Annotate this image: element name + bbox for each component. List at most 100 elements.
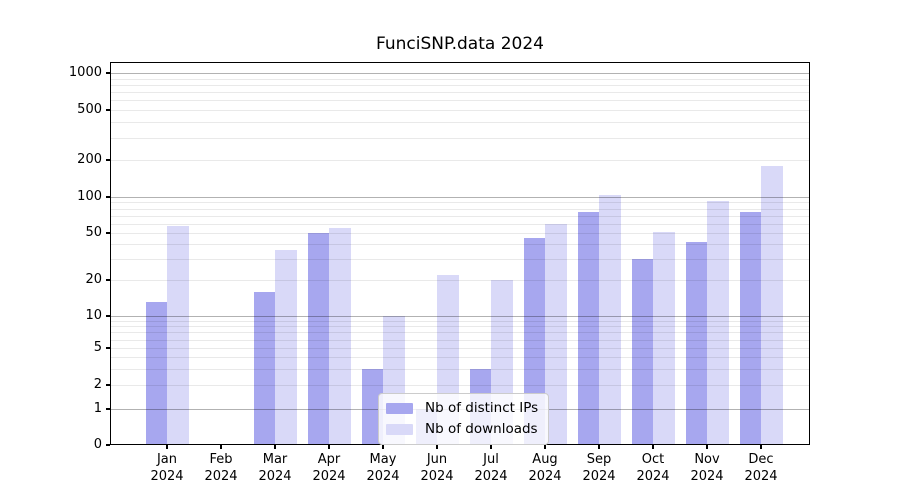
- bar-downloads-sep: [599, 194, 621, 445]
- x-axis-tick: [652, 445, 654, 449]
- y-tick-label: 1: [93, 401, 102, 416]
- bar-ips-dec: [739, 211, 761, 445]
- x-tick-label: Apr 2024: [301, 452, 357, 485]
- y-axis-tick: [105, 384, 110, 386]
- x-tick-label-year: 2024: [420, 468, 454, 484]
- y-tick-label: 1000: [68, 65, 102, 80]
- bar-ips-sep: [577, 211, 599, 445]
- x-tick-label-year: 2024: [366, 468, 400, 484]
- bar-ips-nov: [685, 241, 707, 445]
- gridline-minor: [110, 385, 810, 386]
- plot-area: [110, 62, 810, 445]
- x-axis-tick: [598, 445, 600, 449]
- gridline-minor: [110, 339, 810, 341]
- x-tick-label-month: Jul: [483, 452, 499, 467]
- gridline-minor: [110, 122, 810, 124]
- gridline-minor: [110, 100, 810, 102]
- x-tick-label: Feb 2024: [193, 452, 249, 485]
- legend-label-downloads: Nb of downloads: [425, 421, 538, 437]
- x-tick-label-year: 2024: [258, 468, 292, 484]
- x-tick-label-month: Jun: [426, 452, 448, 467]
- y-tick-label: 100: [77, 189, 102, 204]
- x-tick-label-year: 2024: [636, 468, 670, 484]
- x-tick-label-year: 2024: [150, 468, 184, 484]
- gridline-minor: [110, 320, 810, 322]
- x-axis-tick: [706, 445, 708, 449]
- gridline-minor: [110, 326, 810, 328]
- x-tick-label-year: 2024: [312, 468, 346, 484]
- chart-title: FunciSNP.data 2024: [376, 34, 544, 54]
- bar-ips-jan: [145, 302, 167, 445]
- y-tick-label: 500: [77, 102, 102, 117]
- y-axis-tick: [105, 347, 110, 349]
- x-tick-label-month: Mar: [262, 452, 288, 467]
- x-tick-label-month: Apr: [317, 452, 341, 467]
- x-tick-label-year: 2024: [204, 468, 238, 484]
- y-tick-label: 10: [85, 308, 102, 323]
- y-axis-tick: [105, 159, 110, 161]
- gridline-major: [110, 316, 810, 317]
- bar-downloads-nov: [707, 200, 729, 445]
- y-tick-label: 2: [93, 377, 102, 392]
- x-tick-label-month: Oct: [641, 452, 665, 467]
- x-tick-label: Aug 2024: [517, 452, 573, 485]
- bar-downloads-oct: [653, 231, 675, 445]
- x-tick-label-year: 2024: [690, 468, 724, 484]
- x-axis-tick: [490, 445, 492, 449]
- gridline-minor: [110, 92, 810, 94]
- x-tick-label: Jul 2024: [463, 452, 519, 485]
- x-tick-label: Nov 2024: [679, 452, 735, 485]
- x-tick-label-month: Jan: [156, 452, 178, 467]
- legend-row-downloads: Nb of downloads: [386, 420, 538, 438]
- bar-downloads-jan: [167, 226, 189, 445]
- legend-row-distinct-ips: Nb of distinct IPs: [386, 399, 538, 417]
- gridline-minor: [110, 244, 810, 246]
- x-tick-label: Mar 2024: [247, 452, 303, 485]
- bar-downloads-mar: [275, 249, 297, 445]
- y-tick-label: 5: [93, 340, 102, 355]
- gridline-major: [110, 197, 810, 198]
- gridline-minor: [110, 332, 810, 334]
- legend-swatch-downloads-icon: [386, 423, 413, 435]
- x-tick-label-year: 2024: [582, 468, 616, 484]
- y-axis-tick: [105, 315, 110, 317]
- bar-ips-may: [361, 368, 383, 445]
- bar-ips-oct: [631, 259, 653, 445]
- bar-ips-apr: [307, 233, 329, 445]
- x-tick-label-year: 2024: [528, 468, 562, 484]
- y-axis-tick: [105, 232, 110, 234]
- y-axis-tick: [105, 196, 110, 198]
- gridline-minor: [110, 78, 810, 80]
- x-tick-label: Sep 2024: [571, 452, 627, 485]
- x-tick-label-month: Sep: [586, 452, 612, 467]
- x-tick-label-month: Nov: [694, 452, 720, 467]
- y-tick-label: 0: [93, 437, 102, 452]
- gridline-minor: [110, 280, 810, 281]
- x-axis-tick: [220, 445, 222, 449]
- bar-downloads-dec: [761, 165, 783, 445]
- gridline-minor: [110, 223, 810, 225]
- gridline-minor: [110, 368, 810, 370]
- gridline-major: [110, 73, 810, 74]
- bar-downloads-aug: [545, 223, 567, 445]
- y-axis-tick: [105, 444, 110, 446]
- x-tick-label: Oct 2024: [625, 452, 681, 485]
- x-tick-label-month: May: [369, 452, 397, 467]
- legend: Nb of distinct IPs Nb of downloads: [378, 393, 550, 445]
- x-axis-tick: [274, 445, 276, 449]
- x-tick-label: Jan 2024: [139, 452, 195, 485]
- x-axis-tick: [760, 445, 762, 449]
- x-axis-tick: [166, 445, 168, 449]
- y-axis-tick: [105, 109, 110, 111]
- gridline-minor: [110, 215, 810, 217]
- x-tick-label-year: 2024: [474, 468, 508, 484]
- bar-ips-mar: [253, 291, 275, 445]
- gridline-minor: [110, 259, 810, 261]
- gridline-minor: [110, 160, 810, 161]
- gridline-minor: [110, 202, 810, 204]
- gridline-minor: [110, 357, 810, 358]
- gridline-minor: [110, 208, 810, 210]
- bar-downloads-apr: [329, 228, 351, 445]
- x-tick-label-year: 2024: [744, 468, 778, 484]
